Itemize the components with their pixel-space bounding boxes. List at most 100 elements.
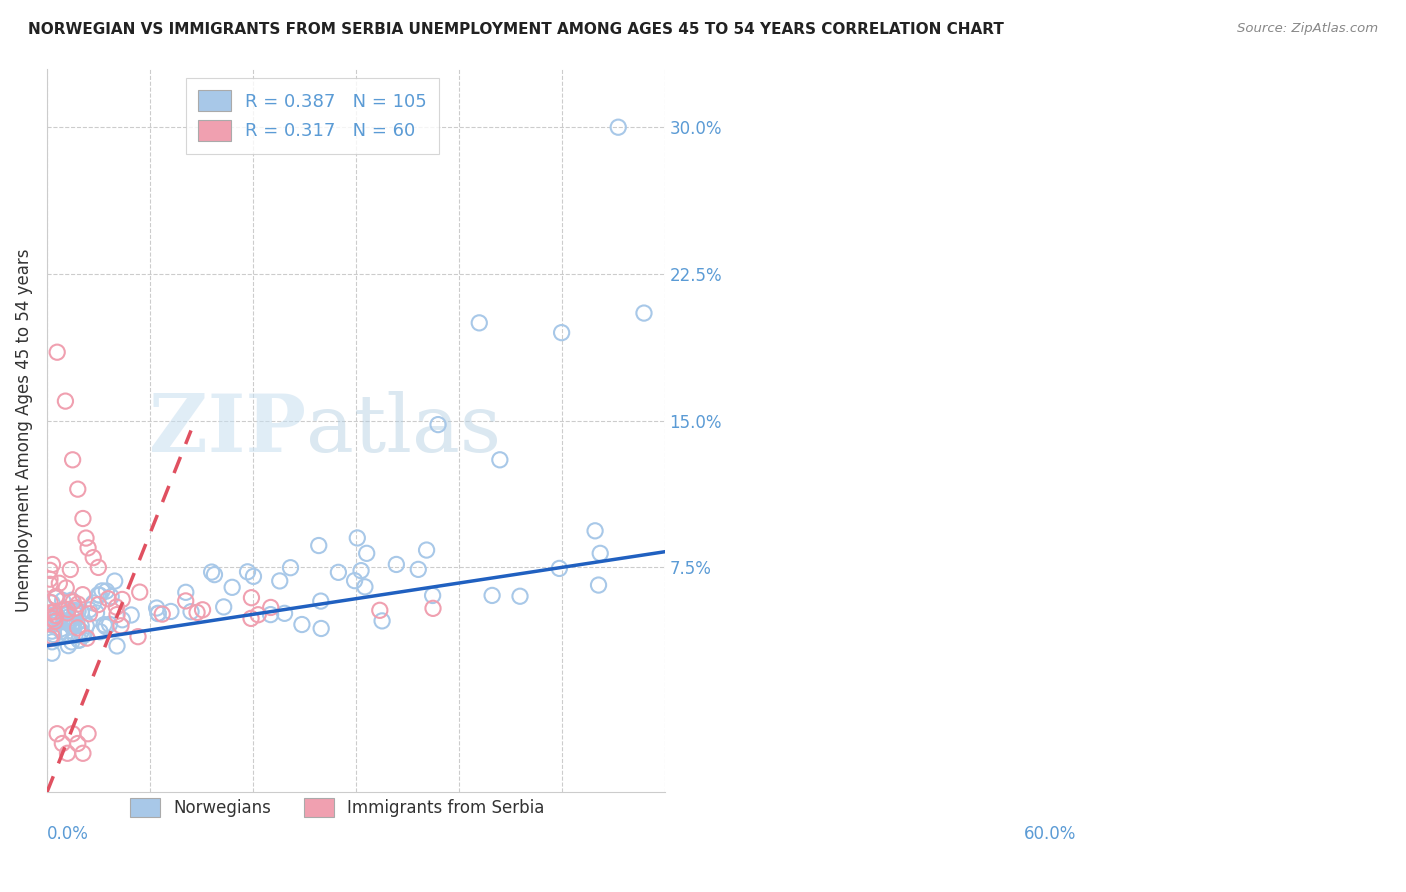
Point (346, 531, 368, 545)
Point (589, 546, 612, 560)
Point (41, 618, 63, 632)
Point (72, 588, 94, 602)
Point (45, 591, 67, 605)
Point (406, 562, 429, 576)
Point (191, 603, 214, 617)
Point (148, 607, 170, 621)
Point (41, 608, 63, 623)
Point (56, 610, 79, 624)
Point (128, 585, 150, 599)
Point (58, 639, 80, 653)
Point (51, 624, 73, 639)
Point (66, 615, 89, 630)
Point (260, 600, 283, 615)
Point (150, 607, 173, 621)
Point (62, 727, 84, 741)
Point (63, 629, 86, 643)
Point (73, 628, 96, 642)
Point (63, 604, 86, 618)
Point (280, 560, 302, 574)
Point (55, 394, 77, 409)
Point (75, 531, 97, 545)
Point (56, 606, 79, 620)
Point (77, 541, 100, 555)
Point (41, 615, 63, 630)
Point (52, 593, 75, 607)
Point (111, 592, 134, 607)
Point (72, 628, 94, 642)
Point (41, 635, 63, 649)
Point (55, 581, 77, 595)
Point (201, 565, 224, 579)
Point (291, 617, 314, 632)
Point (48, 576, 70, 591)
Point (481, 589, 503, 603)
Point (75, 619, 97, 633)
Point (39, 595, 62, 609)
Point (105, 607, 128, 622)
Point (356, 546, 378, 560)
Text: atlas: atlas (307, 392, 502, 469)
Point (67, 632, 90, 647)
Point (247, 607, 270, 622)
Point (96, 584, 118, 599)
Point (41, 629, 63, 643)
Point (66, 482, 89, 496)
Point (46, 345, 69, 359)
Point (269, 574, 291, 588)
Point (607, 120, 630, 135)
Point (60, 620, 83, 634)
Point (83, 596, 105, 610)
Point (70, 619, 93, 633)
Text: 60.0%: 60.0% (1024, 825, 1077, 843)
Point (39, 572, 62, 586)
Point (82, 550, 104, 565)
Point (588, 578, 610, 592)
Point (65, 605, 87, 619)
Point (86, 606, 108, 620)
Point (62, 452, 84, 467)
Point (427, 417, 450, 432)
Text: ZIP: ZIP (149, 392, 307, 469)
Point (62, 616, 84, 631)
Point (53, 603, 76, 617)
Point (94, 620, 117, 634)
Point (87, 598, 110, 612)
Point (509, 589, 531, 603)
Point (39, 632, 62, 646)
Point (72, 511, 94, 525)
Point (39, 577, 62, 591)
Point (633, 306, 655, 320)
Point (56, 626, 79, 640)
Point (39, 606, 62, 620)
Point (308, 539, 330, 553)
Point (51, 737, 73, 751)
Point (44, 615, 66, 629)
Point (174, 585, 197, 599)
Point (67, 604, 90, 618)
Point (41, 624, 63, 639)
Point (91, 583, 114, 598)
Point (87, 560, 110, 574)
Point (53, 615, 76, 629)
Point (146, 607, 169, 621)
Point (309, 594, 332, 608)
Point (368, 603, 391, 617)
Point (105, 639, 128, 653)
Text: Source: ZipAtlas.com: Source: ZipAtlas.com (1237, 22, 1378, 36)
Point (46, 609, 69, 624)
Point (79, 603, 101, 617)
Point (66, 621, 89, 635)
Point (42, 612, 65, 626)
Point (72, 746, 94, 760)
Point (48, 611, 70, 625)
Point (62, 595, 84, 609)
Point (46, 727, 69, 741)
Point (273, 607, 295, 621)
Point (39, 563, 62, 577)
Point (67, 633, 90, 648)
Point (111, 613, 134, 627)
Point (46, 612, 69, 626)
Point (240, 611, 263, 625)
Point (468, 316, 491, 330)
